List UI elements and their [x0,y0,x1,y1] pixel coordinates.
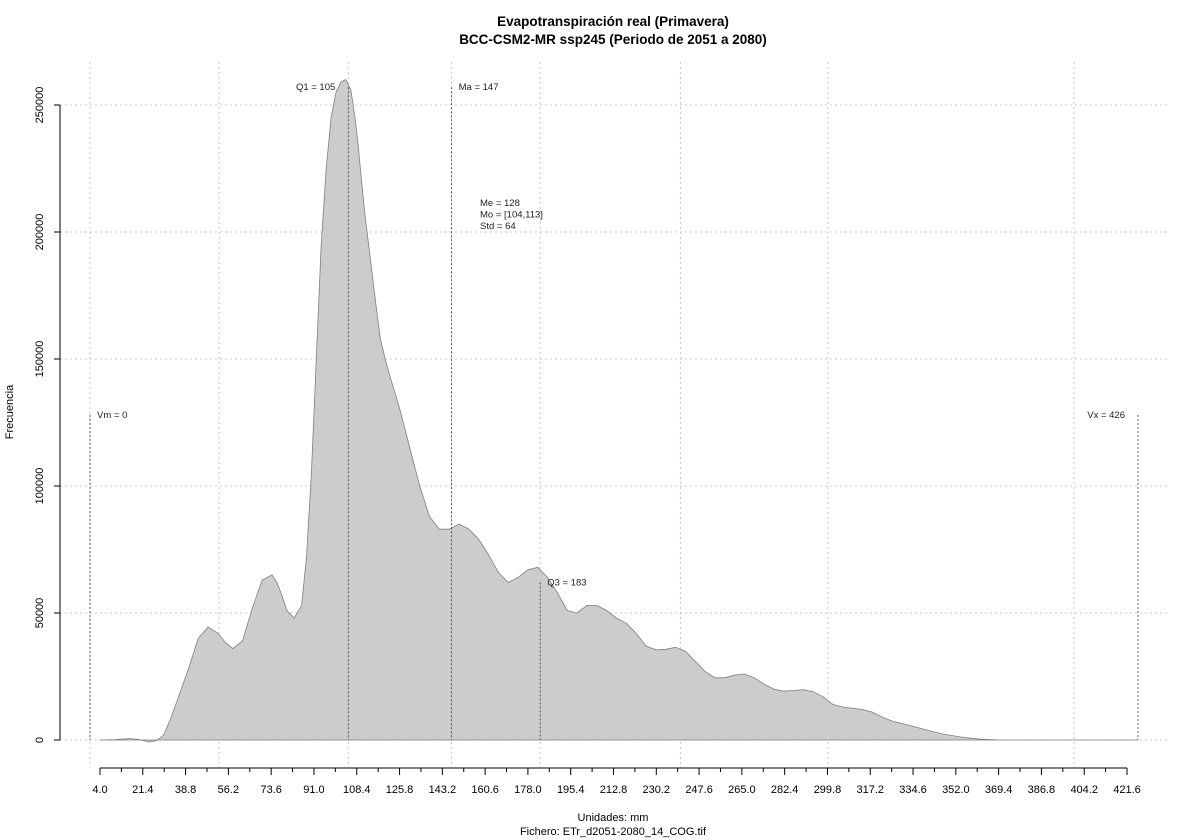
y-tick-label-2: 100000 [34,468,46,505]
y-tick-label-4: 200000 [34,214,46,251]
axes: 0 50000 100000 150000 200000 250000 4.0 21.4 38.… [34,87,1141,796]
vx-label: Vx = 426 [1087,410,1125,421]
density-fill [99,79,1138,743]
x-tick-label-24: 421.6 [1113,784,1141,796]
x-tick-label-2: 38.8 [175,784,196,796]
x-tick-label-13: 230.2 [643,784,671,796]
annotation-layer: Vm = 0 Q1 = 105 Ma = 147 Q3 = 183 Vx = 426 Me… [89,82,1139,740]
x-tick-label-21: 369.4 [985,784,1013,796]
density-area [99,79,1138,743]
y-tick-label-3: 150000 [34,341,46,378]
y-tick-label-1: 50000 [34,598,46,629]
x-tick-label-9: 160.6 [471,784,499,796]
stat-label-0: Me = 128 [480,198,520,209]
x-tick-label-4: 73.6 [260,784,281,796]
x-tick-label-10: 178.0 [514,784,542,796]
x-tick-label-6: 108.4 [343,784,371,796]
x-tick-label-0: 4.0 [92,784,107,796]
x-tick-label-17: 299.8 [814,784,842,796]
y-tick-label-5: 250000 [34,87,46,124]
x-tick-label-1: 21.4 [132,784,153,796]
q3-label: Q3 = 183 [547,578,586,589]
x-tick-label-19: 334.6 [899,784,927,796]
x-tick-label-23: 404.2 [1070,784,1098,796]
ma-label: Ma = 147 [459,82,499,93]
stat-label-2: Std = 64 [480,221,516,232]
x-tick-label-3: 56.2 [218,784,239,796]
x-tick-label-5: 91.0 [303,784,324,796]
x-tick-label-11: 195.4 [557,784,585,796]
stat-label-1: Mo = [104,113] [480,210,543,221]
x-tick-label-7: 125.8 [386,784,414,796]
x-tick-label-8: 143.2 [429,784,457,796]
file-name-footer: Fichero: ETr_d2051-2080_14_COG.tif [520,826,707,838]
vm-label: Vm = 0 [97,410,127,421]
x-tick-label-22: 386.8 [1028,784,1056,796]
chart-subtitle: BCC-CSM2-MR ssp245 (Periodo de 2051 a 20… [459,32,767,47]
y-axis-label: Frecuencia [4,384,16,439]
y-tick-label-0: 0 [34,737,46,743]
x-axis-label: Unidades: mm [578,812,649,824]
chart-title: Evapotranspiración real (Primavera) [497,14,729,29]
x-tick-label-16: 282.4 [771,784,799,796]
x-tick-label-12: 212.8 [600,784,628,796]
q1-label: Q1 = 105 [296,82,335,93]
x-tick-label-20: 352.0 [942,784,970,796]
x-tick-label-14: 247.6 [685,784,713,796]
x-tick-label-18: 317.2 [856,784,884,796]
x-tick-label-15: 265.0 [728,784,756,796]
